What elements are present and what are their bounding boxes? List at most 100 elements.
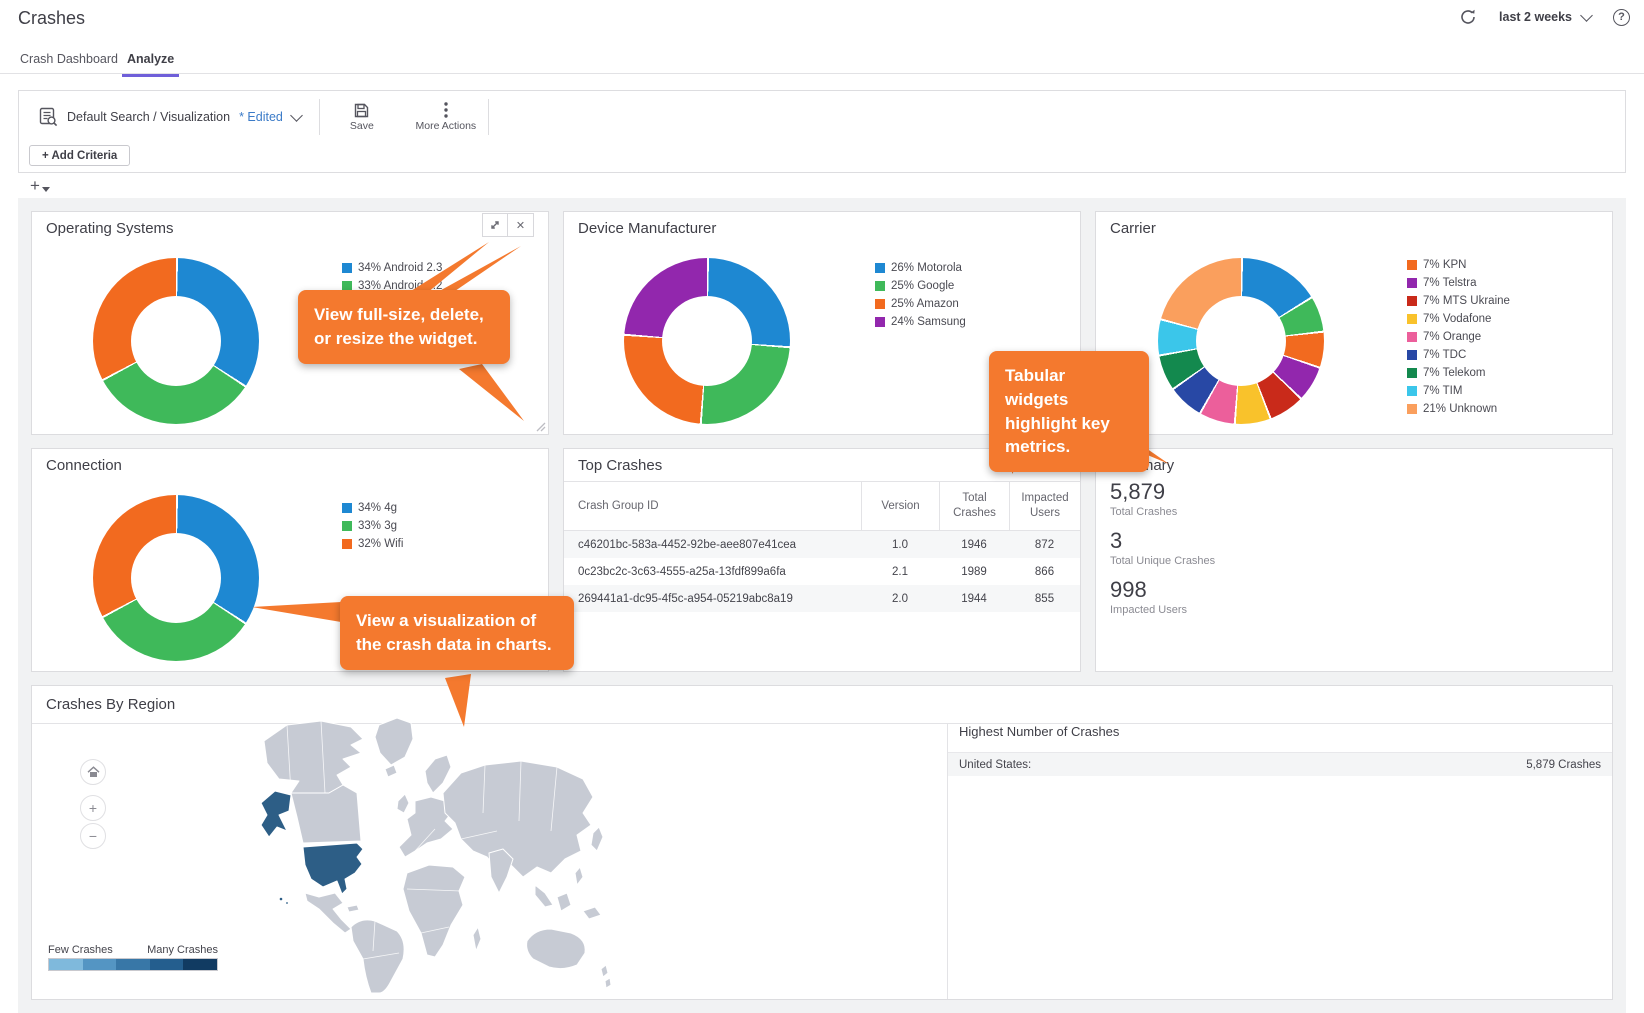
stat-impacted-users: 998 Impacted Users: [1110, 577, 1215, 618]
map-alaska: [260, 790, 292, 838]
widget-title: Crashes By Region: [46, 696, 176, 713]
expand-widget-button[interactable]: [482, 213, 508, 237]
table-cell: 866: [1034, 565, 1055, 578]
save-icon: [355, 103, 369, 117]
operating-systems-donut-chart[interactable]: [93, 258, 259, 424]
legend-gradient-bar: [48, 958, 218, 971]
map-zoom-out-button[interactable]: −: [80, 823, 106, 849]
save-button[interactable]: Save: [330, 103, 394, 132]
toolbar-row: Default Search / Visualization * Edited …: [19, 97, 489, 137]
map-hawaii: [278, 896, 284, 902]
legend-item: 7% MTS Ukraine: [1407, 292, 1510, 310]
legend-swatch-icon: [342, 539, 352, 549]
tab-crash-dashboard[interactable]: Crash Dashboard: [18, 48, 120, 70]
widget-title: Connection: [46, 457, 122, 474]
map-canada: [263, 720, 364, 798]
table-row[interactable]: c46201bc-583a-4452-92be-aee807e41cea 1.0 1…: [564, 531, 1080, 558]
connection-legend: 34% 4g 33% 3g 32% Wifi: [342, 499, 403, 553]
map-india: [488, 848, 514, 894]
legend-gradient-segment: [183, 959, 217, 970]
legend-item: 7% Orange: [1407, 328, 1510, 346]
legend-gradient-segment: [116, 959, 150, 970]
map-africa: [402, 864, 466, 958]
legend-gradient-segment: [82, 959, 117, 970]
legend-item: 7% Telekom: [1407, 364, 1510, 382]
saved-search-dropdown[interactable]: Default Search / Visualization * Edited: [19, 107, 319, 127]
map-hawaii: [285, 901, 289, 905]
search-toolbar: Default Search / Visualization * Edited …: [18, 90, 1626, 173]
legend-label: 24% Samsung: [891, 316, 966, 328]
map-greenland: [374, 717, 414, 766]
close-widget-button[interactable]: ✕: [508, 213, 534, 237]
legend-gradient-segment: [149, 959, 184, 970]
search-document-icon: [39, 107, 58, 127]
connection-donut-chart[interactable]: [93, 495, 259, 661]
world-map[interactable]: [239, 701, 619, 996]
map-cuba: [346, 904, 360, 913]
more-actions-label: More Actions: [415, 120, 477, 132]
legend-item: 34% Android 2.3: [342, 259, 442, 277]
map-mexico: [304, 892, 352, 934]
help-button[interactable]: ?: [1613, 8, 1630, 26]
table-row[interactable]: 269441a1-dc95-4f5c-a954-05219abc8a19 2.0 1…: [564, 585, 1080, 612]
map-zoom-in-button[interactable]: +: [80, 795, 106, 821]
widget-crashes-by-region: Crashes By Region + −: [31, 685, 1613, 1000]
map-asia: [442, 760, 594, 878]
map-scandinavia: [424, 754, 452, 794]
legend-label: 25% Google: [891, 280, 955, 292]
legend-item: 32% Wifi: [342, 535, 403, 553]
legend-label: 7% TIM: [1423, 385, 1463, 397]
plus-icon: +: [30, 176, 40, 195]
caret-down-icon: [41, 187, 50, 192]
legend-item: 25% Google: [875, 277, 966, 295]
add-criteria-button[interactable]: + Add Criteria: [29, 145, 131, 166]
map-home-button[interactable]: [80, 759, 106, 785]
highest-crashes-row: United States: 5,879 Crashes: [948, 753, 1612, 776]
divider: [564, 481, 1080, 482]
legend-item: 7% Telstra: [1407, 274, 1510, 292]
time-range-select[interactable]: last 2 weeks: [1499, 8, 1593, 24]
chevron-down-icon: [1580, 8, 1593, 22]
tab-analyze[interactable]: Analyze: [121, 48, 180, 77]
legend-swatch-icon: [875, 317, 885, 327]
country-label: United States:: [959, 758, 1032, 771]
stat-label: Total Unique Crashes: [1110, 555, 1216, 567]
legend-swatch-icon: [1407, 314, 1417, 324]
toolbar-divider: [487, 99, 489, 135]
widget-title: Carrier: [1110, 220, 1156, 237]
carrier-donut-chart[interactable]: [1158, 258, 1324, 424]
page-title: Crashes: [18, 8, 86, 28]
legend-label: 7% Orange: [1423, 331, 1482, 343]
legend-swatch-icon: [1407, 260, 1417, 270]
table-cell: 855: [1034, 592, 1055, 605]
divider: [947, 723, 948, 999]
table-cell: 269441a1-dc95-4f5c-a954-05219abc8a19: [578, 592, 793, 605]
callout-visualization: View a visualization of the crash data i…: [340, 596, 574, 670]
legend-swatch-icon: [1407, 350, 1417, 360]
save-label: Save: [349, 119, 374, 132]
device-manufacturer-donut-chart[interactable]: [624, 258, 790, 424]
map-sumatra: [534, 884, 554, 908]
stat-total-unique-crashes: 3 Total Unique Crashes: [1110, 528, 1215, 569]
resize-handle-icon[interactable]: [536, 422, 546, 432]
more-actions-button[interactable]: More Actions: [414, 102, 478, 132]
add-widget-button[interactable]: +: [30, 176, 50, 196]
widget-summary: Summary 5,879 Total Crashes 3 Total Uniq…: [1095, 448, 1613, 672]
table-cell: 1989: [961, 565, 987, 578]
legend-item: 33% 3g: [342, 517, 403, 535]
table-cell: 1944: [961, 592, 987, 605]
close-icon: ✕: [515, 219, 526, 232]
chevron-down-icon: [289, 108, 303, 122]
map-color-legend: Few Crashes Many Crashes: [48, 944, 218, 971]
legend-swatch-icon: [1407, 332, 1417, 342]
table-row[interactable]: 0c23bc2c-3c63-4555-a25a-13fdf899a6fa 2.1 1…: [564, 558, 1080, 585]
legend-label: 7% Telstra: [1423, 277, 1477, 289]
refresh-button[interactable]: [1459, 8, 1477, 26]
legend-swatch-icon: [342, 263, 352, 273]
map-new-guinea: [582, 906, 602, 920]
legend-swatch-icon: [1407, 278, 1417, 288]
legend-item: 7% TIM: [1407, 382, 1510, 400]
stat-label: Total Crashes: [1110, 506, 1178, 518]
table-column-header: Impacted Users: [1009, 482, 1080, 530]
